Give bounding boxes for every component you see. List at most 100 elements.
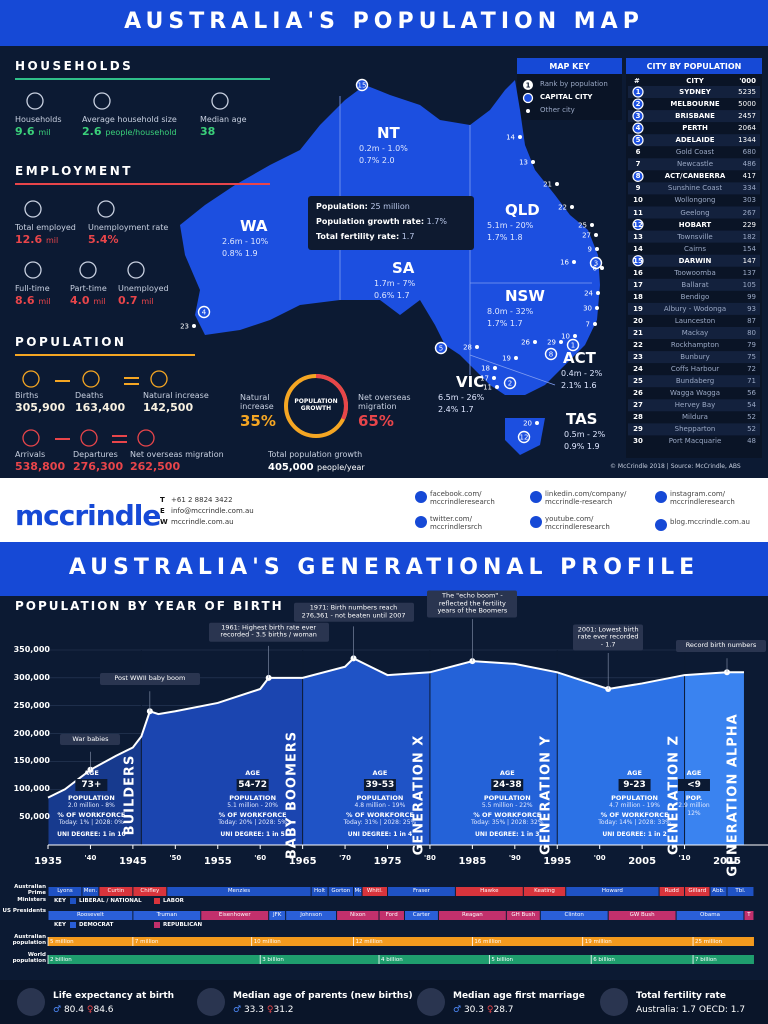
icon <box>93 92 111 110</box>
x-tick-label: 1935 <box>34 856 62 867</box>
stat-label: Deaths <box>75 391 104 400</box>
table-rank: 12 <box>633 220 643 229</box>
generation-population-label: POPULATION <box>356 794 404 802</box>
state-name: SA <box>392 259 415 277</box>
text: people/household <box>105 128 177 137</box>
table-value: 182 <box>742 232 756 241</box>
table-city: Newcastle <box>676 160 714 169</box>
page-title: AUSTRALIA'S POPULATION MAP <box>124 9 644 34</box>
state-name: QLD <box>505 201 540 219</box>
icon <box>127 261 145 279</box>
table-value: 417 <box>742 172 756 181</box>
text: ♀ <box>486 1005 494 1015</box>
milestone-text: 12 million <box>355 938 383 945</box>
milestone-text: 6 billion <box>593 956 615 963</box>
state-population: 6.5m - 26% <box>438 393 485 402</box>
national-box <box>308 196 474 250</box>
table-city: PERTH <box>682 124 708 133</box>
text: 538,800 <box>15 460 66 473</box>
icon <box>82 370 100 388</box>
timeline-bar <box>311 887 328 896</box>
generation-population: 4.7 million - 19% <box>609 802 660 809</box>
timeline-bar <box>438 911 506 920</box>
table-rank: 26 <box>633 389 643 398</box>
stat-label: Natural increase <box>240 393 274 412</box>
stat-value: 4.0 mil <box>70 294 106 308</box>
marker-rank: 11 <box>483 384 492 392</box>
table-rank: 27 <box>633 401 643 410</box>
table-row-bg <box>628 375 760 388</box>
text: 31.2 <box>273 1005 294 1015</box>
table-city: DARWIN <box>678 256 712 265</box>
social-text: mccrindleresearch <box>670 498 735 506</box>
marker-rank: 28 <box>463 344 472 352</box>
icon <box>97 200 115 218</box>
text: Australia: 1.7 <box>636 1005 697 1015</box>
milestone-text: 3 billion <box>262 956 284 963</box>
generation-population-label: POP. <box>685 794 703 802</box>
table-header: CITY <box>686 77 704 85</box>
footer-icon <box>600 988 628 1016</box>
text: ♂ <box>233 1005 242 1015</box>
text: ♂ <box>53 1005 62 1015</box>
city-marker <box>518 135 522 139</box>
table-rank: 5 <box>635 136 641 145</box>
table-value: 93 <box>747 304 756 313</box>
timeline-bar <box>354 887 362 896</box>
y-tick-label: 150,000 <box>13 756 50 766</box>
city-marker <box>596 291 600 295</box>
y-tick-label: 300,000 <box>13 672 50 682</box>
timeline-bar <box>523 887 566 896</box>
timeline-name: Carter <box>412 912 431 918</box>
table-row-bg <box>628 302 760 315</box>
table-rank: 29 <box>633 425 643 434</box>
city-marker <box>572 260 576 264</box>
timeline-name: Lyons <box>57 888 73 894</box>
marker-rank: 21 <box>543 181 552 189</box>
national-row: Population: 25 million <box>316 202 410 211</box>
timeline-bar <box>659 887 685 896</box>
age-box <box>618 779 651 791</box>
text: 1.7% <box>487 233 508 242</box>
social-text: mccrindleresearch <box>545 523 610 531</box>
city-marker <box>533 340 537 344</box>
timeline-bar <box>685 887 710 896</box>
city-marker <box>595 306 599 310</box>
footer-values: ♂ 33.3 ♀31.2 <box>233 1005 294 1015</box>
table-city: Port Macquarie <box>668 437 722 446</box>
text: ♀ <box>266 1005 274 1015</box>
footer-title: Life expectancy at birth <box>53 991 175 1001</box>
key-rank <box>523 80 533 90</box>
social-icon <box>415 491 427 503</box>
table-rank: 22 <box>633 341 643 350</box>
milestone-text: 25 million <box>695 938 723 945</box>
contact-band <box>0 478 768 542</box>
marker-rank: 19 <box>502 355 511 363</box>
marker-rank: 12 <box>520 434 529 442</box>
timeline-label: World population <box>12 952 46 965</box>
timeline-name: T <box>747 912 751 918</box>
state-population: 0.4m - 2% <box>561 369 603 378</box>
timeline-bar <box>727 887 754 896</box>
text: E <box>160 507 165 515</box>
age-box <box>75 779 108 791</box>
table-city: Bundaberg <box>675 377 715 386</box>
timeline-label: US Presidents <box>2 908 46 914</box>
generation-population-label: POPULATION <box>229 794 277 802</box>
table-rank: 2 <box>635 100 641 109</box>
timeline-name: Curtin <box>107 888 125 894</box>
generation-age: 9-23 <box>623 780 646 790</box>
table-rank: 11 <box>633 208 643 217</box>
y-tick-label: 100,000 <box>13 784 50 794</box>
annotation: 1971: Birth numbers reach 276,361 - not … <box>293 603 414 623</box>
x-tick-label: 2015 <box>713 856 741 867</box>
state-name: VIC <box>456 373 485 391</box>
x-tick-label: 1975 <box>373 856 402 867</box>
generation-population: 2.0 million - 8% <box>67 802 115 809</box>
table-city: Ballarat <box>681 280 709 289</box>
table-value: 5235 <box>738 88 756 96</box>
text: 2.4% <box>438 405 459 414</box>
table-rank: 24 <box>633 365 643 374</box>
